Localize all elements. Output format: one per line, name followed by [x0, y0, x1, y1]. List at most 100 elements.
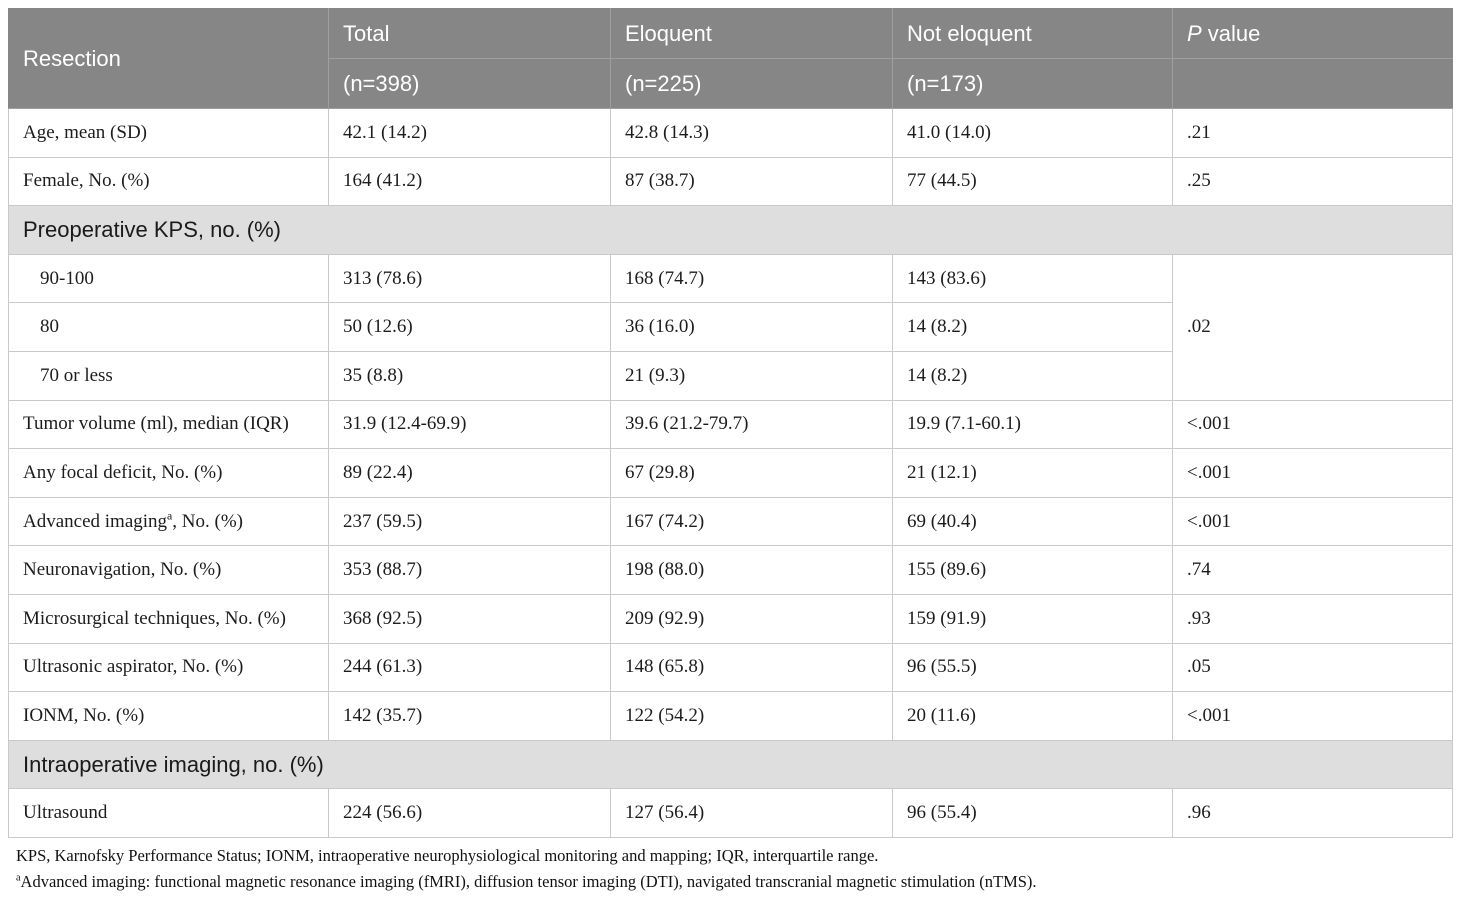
table-footnotes: KPS, Karnofsky Performance Status; IONM,…: [8, 838, 1452, 893]
column-header-not-eloquent: Not eloquent: [892, 8, 1173, 59]
count-not-eloquent: (n=173): [892, 58, 1173, 109]
value-cell: 67 (29.8): [610, 448, 893, 498]
count-eloquent: (n=225): [610, 58, 893, 109]
value-cell: 313 (78.6): [328, 253, 611, 304]
value-cell: 96 (55.4): [892, 788, 1173, 838]
section-header-cell: Preoperative KPS, no. (%): [8, 205, 1453, 255]
value-cell: 224 (56.6): [328, 788, 611, 838]
row-label-cell: Female, No. (%): [8, 156, 329, 207]
table-row: Age, mean (SD) 42.1 (14.2) 42.8 (14.3) 41.0…: [8, 108, 1453, 158]
value-cell: 142 (35.7): [328, 691, 611, 741]
footnote-marker: a: [167, 509, 173, 523]
value-cell: 77 (44.5): [892, 156, 1173, 207]
value-cell: 237 (59.5): [328, 496, 611, 547]
value-cell: 14 (8.2): [892, 302, 1173, 352]
table-row: Neuronavigation, No. (%) 353 (88.7) 198 (8…: [8, 545, 1453, 595]
table-row: Ultrasonic aspirator, No. (%) 244 (61.3) 1…: [8, 642, 1453, 693]
row-label-cell: 70 or less: [8, 350, 329, 401]
value-cell: 50 (12.6): [328, 302, 611, 352]
column-header-resection: Resection: [8, 8, 329, 109]
value-cell: 148 (65.8): [610, 642, 893, 693]
p-value-cell: <.001: [1172, 399, 1453, 450]
row-label-cell: Age, mean (SD): [8, 108, 329, 158]
value-cell: 41.0 (14.0): [892, 108, 1173, 158]
header-row-labels: Resection Total Eloquent Not eloquent P …: [8, 8, 1453, 109]
value-cell: 368 (92.5): [328, 593, 611, 644]
value-cell: 167 (74.2): [610, 496, 893, 547]
p-value-cell: .25: [1172, 156, 1453, 207]
p-value-cell: .21: [1172, 108, 1453, 158]
value-cell: 168 (74.7): [610, 253, 893, 304]
table-row: Female, No. (%) 164 (41.2) 87 (38.7) 77 (44…: [8, 156, 1453, 207]
table-row: IONM, No. (%) 142 (35.7) 122 (54.2) 20 (11.…: [8, 691, 1453, 741]
table-row: Microsurgical techniques, No. (%) 368 (92…: [8, 593, 1453, 644]
value-cell: 198 (88.0): [610, 545, 893, 595]
table-row: Any focal deficit, No. (%) 89 (22.4) 67 (2…: [8, 448, 1453, 498]
footnote-a-marker: a: [16, 872, 21, 884]
value-cell: 21 (9.3): [610, 350, 893, 401]
value-cell: 209 (92.9): [610, 593, 893, 644]
row-label-cell: 90-100: [8, 253, 329, 304]
header-row-counts: (n=398) (n=225) (n=173): [9, 58, 1453, 109]
count-total: (n=398): [328, 58, 611, 109]
row-label-cell: Ultrasonic aspirator, No. (%): [8, 642, 329, 693]
footnote-abbreviations: KPS, Karnofsky Performance Status; IONM,…: [16, 845, 879, 865]
footnote-a-text: Advanced imaging: functional magnetic re…: [20, 872, 1037, 892]
row-label-cell: Any focal deficit, No. (%): [8, 448, 329, 498]
value-cell: 39.6 (21.2-79.7): [610, 399, 893, 450]
value-cell: 164 (41.2): [328, 156, 611, 207]
table-body: Age, mean (SD) 42.1 (14.2) 42.8 (14.3) 41.0…: [8, 108, 1453, 838]
value-cell: 42.1 (14.2): [328, 108, 611, 158]
row-label-cell: 80: [8, 302, 329, 352]
p-value-cell: .02: [1172, 253, 1453, 401]
p-value-cell: <.001: [1172, 448, 1453, 498]
p-value-cell: .96: [1172, 788, 1453, 838]
table-row: 90-100 313 (78.6) 168 (74.7) 143 (83.6) .02: [8, 253, 1453, 401]
value-cell: 69 (40.4): [892, 496, 1173, 547]
table-header: Resection Total Eloquent Not eloquent P …: [8, 8, 1453, 109]
value-cell: 159 (91.9): [892, 593, 1173, 644]
table-row: 70 or less 35 (8.8) 21 (9.3) 14 (8.2): [8, 350, 1453, 401]
value-cell: 353 (88.7): [328, 545, 611, 595]
row-label-cell: Microsurgical techniques, No. (%): [8, 593, 329, 644]
section-header-cell: Intraoperative imaging, no. (%): [8, 739, 1453, 790]
value-cell: 244 (61.3): [328, 642, 611, 693]
p-value-cell: <.001: [1172, 691, 1453, 741]
table-row: Advanced imaginga, No. (%) 237 (59.5) 167 …: [8, 496, 1453, 547]
row-label-cell: Ultrasound: [8, 788, 329, 838]
row-label-cell: Advanced imaginga, No. (%): [8, 496, 329, 547]
p-value-italic-letter: P: [1187, 20, 1202, 46]
p-value-cell: .74: [1172, 545, 1453, 595]
column-header-total: Total: [328, 8, 611, 59]
row-label-cell: IONM, No. (%): [8, 691, 329, 741]
count-p-empty: [1172, 58, 1453, 109]
value-cell: 14 (8.2): [892, 350, 1173, 401]
table-row: Ultrasound 224 (56.6) 127 (56.4) 96 (55.4).…: [8, 788, 1453, 838]
p-value-cell: .05: [1172, 642, 1453, 693]
resection-table: Resection Total Eloquent Not eloquent P …: [8, 8, 1453, 838]
value-cell: 31.9 (12.4-69.9): [328, 399, 611, 450]
value-cell: 36 (16.0): [610, 302, 893, 352]
section-row: Preoperative KPS, no. (%): [8, 205, 1453, 255]
p-value-cell: <.001: [1172, 496, 1453, 547]
value-cell: 20 (11.6): [892, 691, 1173, 741]
p-value-cell: .93: [1172, 593, 1453, 644]
value-cell: 155 (89.6): [892, 545, 1173, 595]
row-label-cell: Neuronavigation, No. (%): [8, 545, 329, 595]
value-cell: 96 (55.5): [892, 642, 1173, 693]
value-cell: 87 (38.7): [610, 156, 893, 207]
section-row: Intraoperative imaging, no. (%): [8, 739, 1453, 790]
value-cell: 42.8 (14.3): [610, 108, 893, 158]
value-cell: 21 (12.1): [892, 448, 1173, 498]
value-cell: 89 (22.4): [328, 448, 611, 498]
p-value-label-rest: value: [1201, 20, 1261, 46]
table-row: Tumor volume (ml), median (IQR) 31.9 (12.…: [8, 399, 1453, 450]
column-header-eloquent: Eloquent: [610, 8, 893, 59]
column-header-p-value: P value: [1172, 8, 1453, 59]
footnote-advanced-imaging: aAdvanced imaging: functional magnetic r…: [16, 871, 1444, 892]
value-cell: 35 (8.8): [328, 350, 611, 401]
row-label-cell: Tumor volume (ml), median (IQR): [8, 399, 329, 450]
value-cell: 19.9 (7.1-60.1): [892, 399, 1173, 450]
value-cell: 143 (83.6): [892, 253, 1173, 304]
